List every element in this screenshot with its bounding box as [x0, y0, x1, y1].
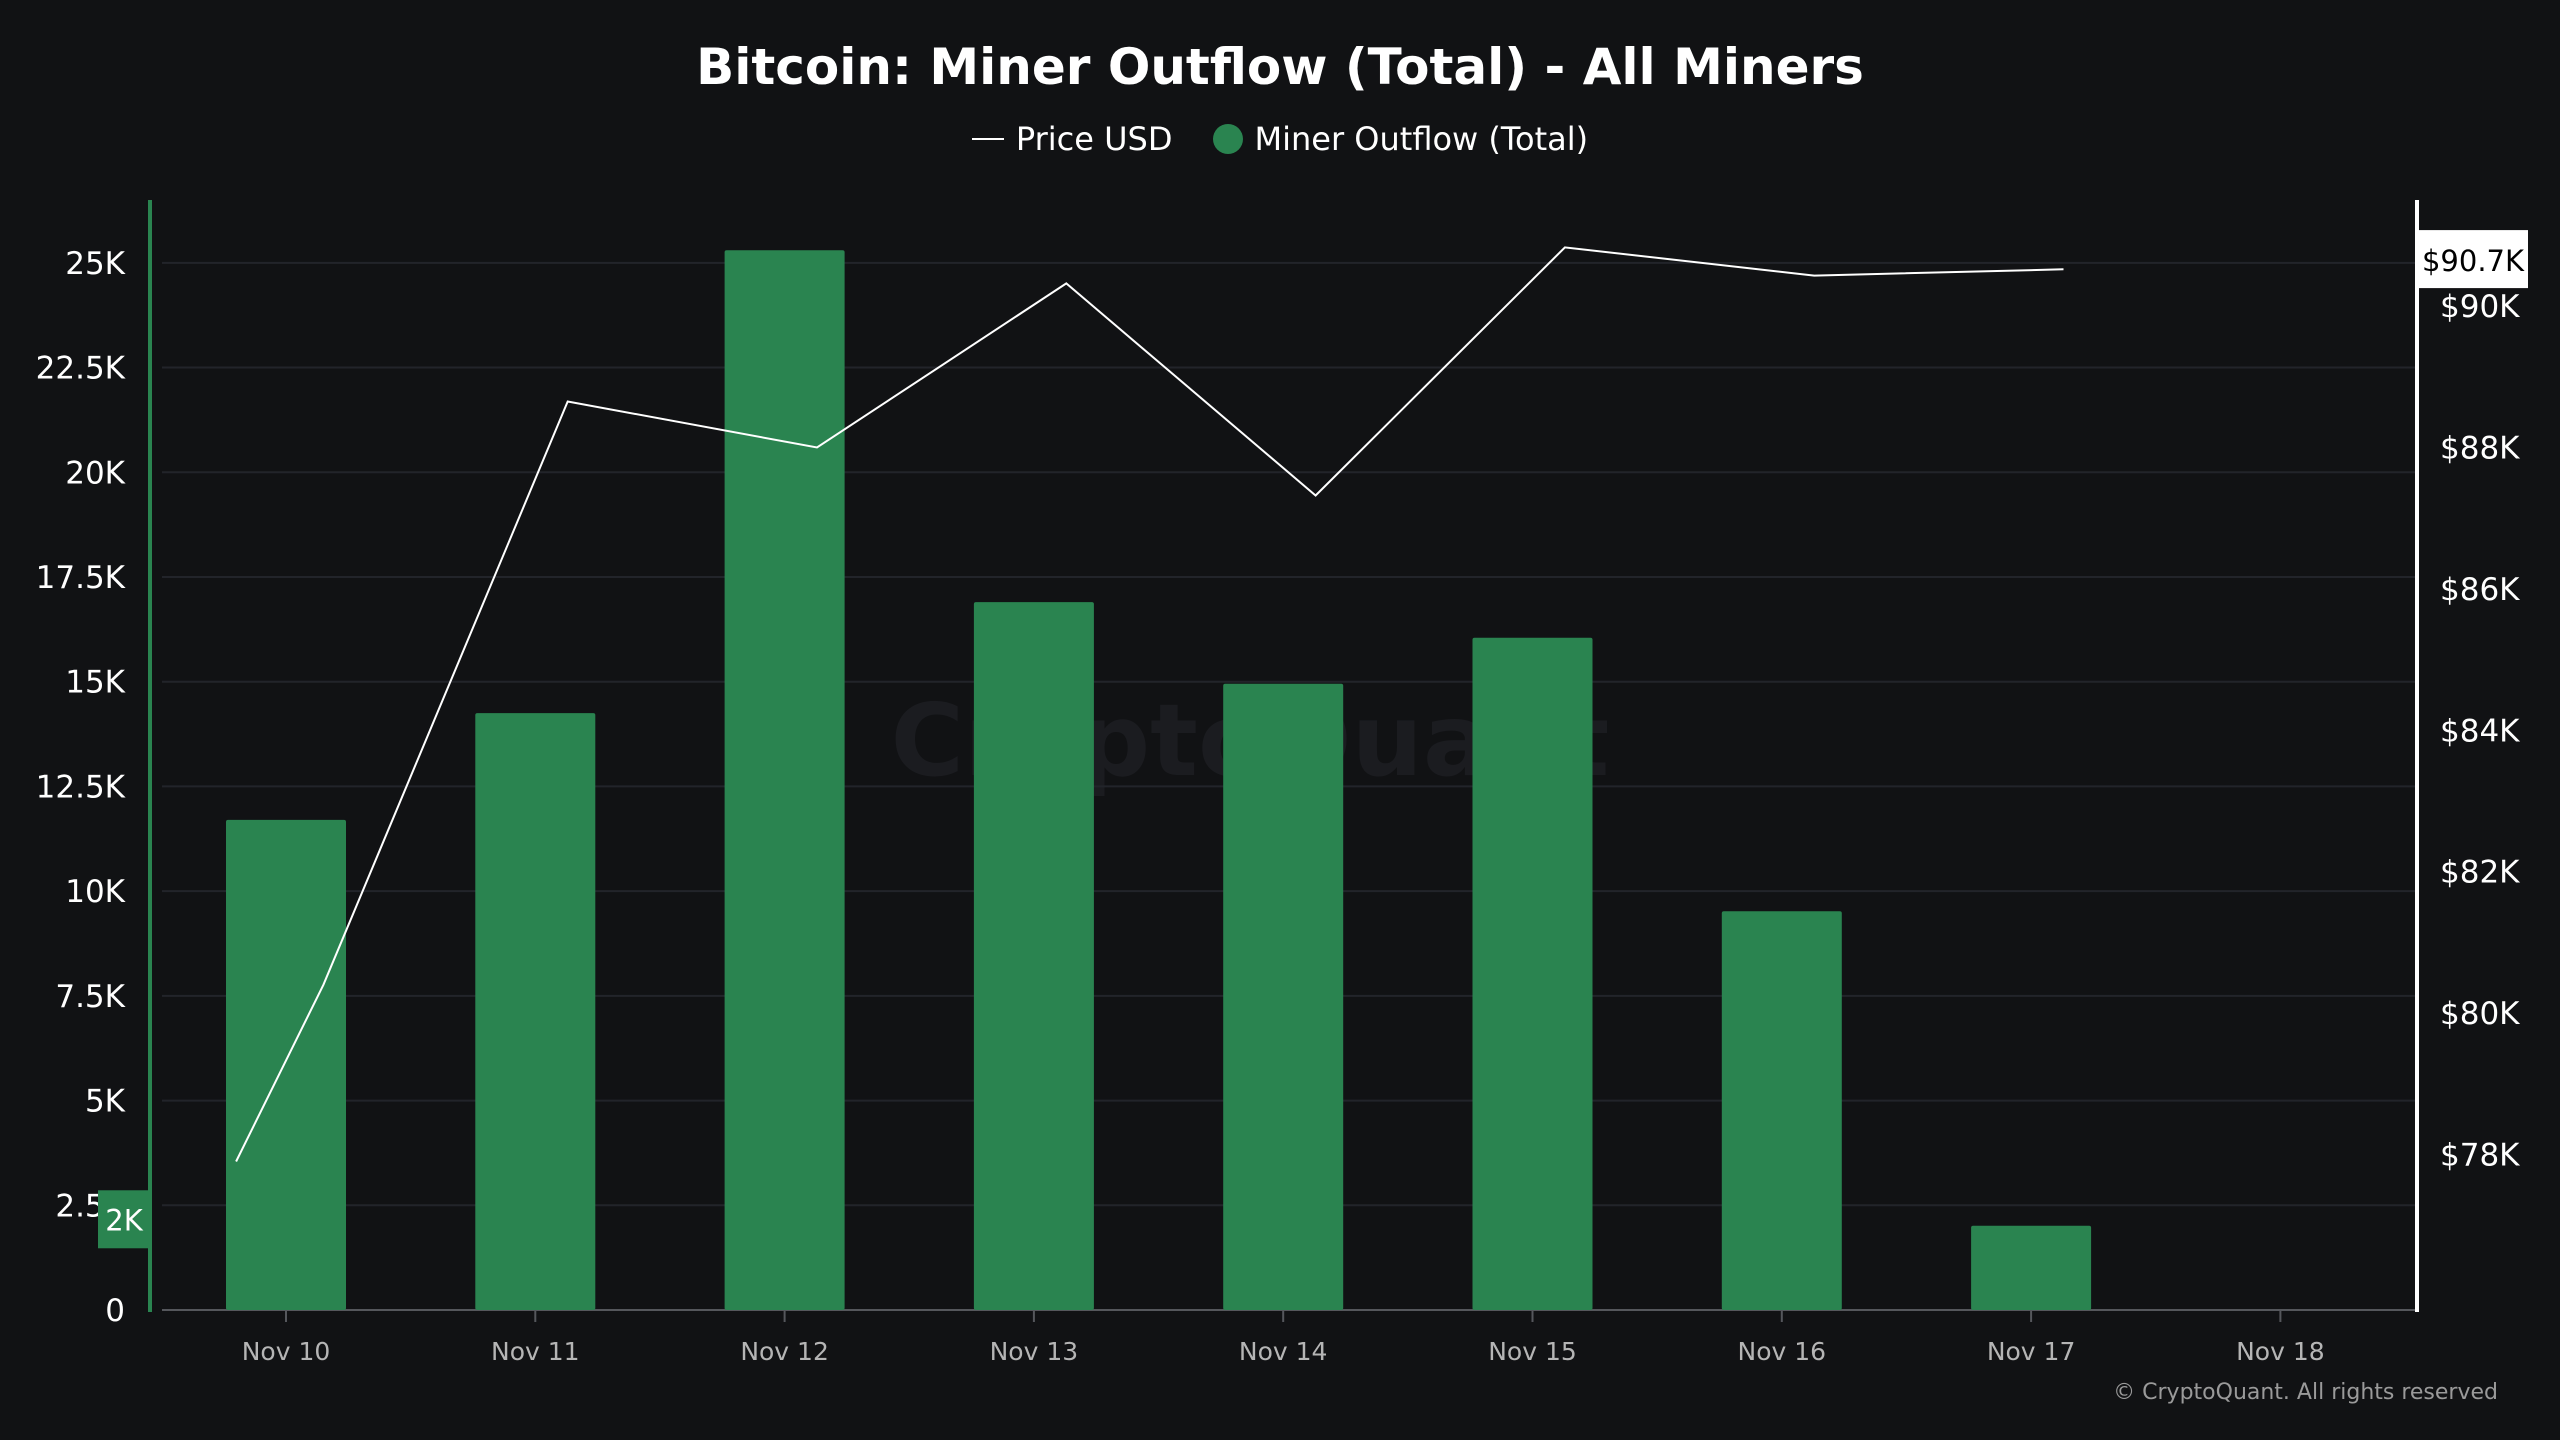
legend-item-price[interactable]: Price USD — [971, 120, 1173, 158]
legend-label-price: Price USD — [1015, 120, 1173, 158]
chart-title: Bitcoin: Miner Outflow (Total) - All Min… — [696, 38, 1864, 96]
bar — [1472, 637, 1593, 1310]
right-tick-label: $86K — [2440, 572, 2520, 608]
left-tick-label: 0 — [105, 1293, 125, 1329]
bar — [475, 713, 596, 1310]
left-value-badge — [98, 1190, 150, 1249]
left-tick-label: 25K — [65, 246, 125, 282]
left-tick-label: 7.5K — [55, 979, 125, 1015]
left-tick-label: 22.5K — [36, 351, 126, 387]
bar — [973, 602, 1094, 1310]
x-tick-label: Nov 18 — [2236, 1337, 2325, 1366]
left-tick-label: 17.5K — [36, 560, 126, 596]
legend-label-outflow: Miner Outflow (Total) — [1254, 120, 1589, 158]
x-tick-label: Nov 14 — [1239, 1337, 1328, 1366]
x-tick-label: Nov 11 — [491, 1337, 580, 1366]
price-line — [235, 246, 2064, 1162]
left-tick-label: 20K — [65, 455, 125, 491]
right-tick-label: $88K — [2440, 430, 2520, 466]
right-tick-label: $84K — [2440, 713, 2520, 749]
bar — [1971, 1225, 2092, 1310]
bar — [226, 819, 346, 1310]
right-tick-label: $82K — [2440, 855, 2520, 891]
left-tick-label: 15K — [65, 665, 125, 701]
current-price-badge — [2418, 230, 2528, 289]
chart-legend: Price USD Miner Outflow (Total) — [0, 120, 2560, 158]
circle-swatch-icon — [1212, 124, 1243, 154]
right-tick-label: $90K — [2440, 289, 2520, 325]
x-tick-label: Nov 17 — [1987, 1337, 2076, 1366]
right-tick-label: $80K — [2440, 996, 2520, 1032]
bar — [1223, 683, 1344, 1310]
left-tick-label: 10K — [65, 874, 125, 910]
current-price-label: $90.7K — [2422, 244, 2525, 278]
right-tick-label: $78K — [2440, 1137, 2520, 1173]
copyright-notice: © CryptoQuant. All rights reserved — [2113, 1380, 2498, 1405]
left-tick-label: 5K — [85, 1084, 126, 1120]
bar — [724, 250, 845, 1310]
x-tick-label: Nov 10 — [242, 1337, 331, 1366]
bar — [1721, 911, 1842, 1310]
x-tick-label: Nov 13 — [990, 1337, 1079, 1366]
line-swatch-icon — [971, 138, 1004, 140]
x-tick-label: Nov 16 — [1738, 1337, 1827, 1366]
left-value-badge-label: 2K — [105, 1203, 143, 1237]
left-tick-label: 12.5K — [36, 769, 126, 805]
legend-item-outflow[interactable]: Miner Outflow (Total) — [1212, 120, 1589, 158]
x-tick-label: Nov 15 — [1488, 1337, 1577, 1366]
x-tick-label: Nov 12 — [740, 1337, 829, 1366]
